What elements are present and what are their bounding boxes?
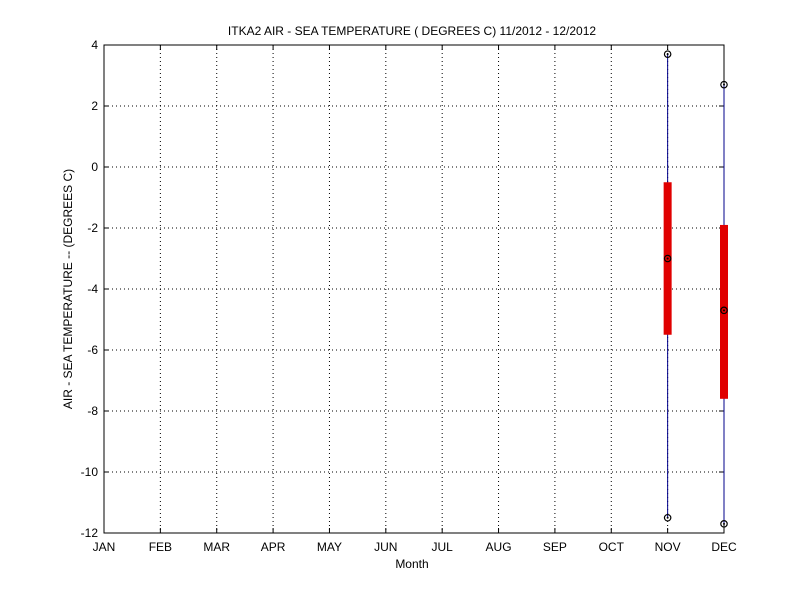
y-tick-label: -12 [81,526,99,540]
y-axis-label: AIR - SEA TEMPERATURE -- (DEGREES C) [61,169,75,409]
chart-title: ITKA2 AIR - SEA TEMPERATURE ( DEGREES C)… [228,24,596,38]
y-tick-label: 4 [91,38,98,52]
y-tick-label: 0 [91,160,98,174]
max-marker-dot-dec [723,83,725,86]
x-tick-label: APR [261,540,286,554]
x-tick-label: FEB [149,540,172,554]
box-series [663,50,728,528]
x-tick-label: JAN [93,540,116,554]
x-tick-label: JUL [432,540,454,554]
y-tick-label: -2 [87,221,98,235]
x-tick-label: NOV [655,540,681,554]
box-dec [720,224,728,399]
median-marker-dot-nov [666,257,669,260]
x-tick-label: SEP [543,540,567,554]
grid [104,45,724,533]
x-tick-label: DEC [711,540,737,554]
y-tick-label: -8 [87,404,98,418]
median-marker-nov [663,254,672,263]
x-tick-label: OCT [599,540,625,554]
x-tick-label: MAR [203,540,230,554]
min-marker-dot-dec [723,522,725,525]
x-axis-label: Month [395,557,428,571]
max-marker-dot-nov [666,53,669,56]
min-marker-nov [663,513,672,522]
min-marker-dec [720,520,728,528]
y-tick-label: -6 [87,343,98,357]
x-tick-label: JUN [374,540,397,554]
y-tick-label: 2 [91,99,98,113]
median-marker-dec [720,306,728,315]
median-marker-dot-dec [723,309,725,312]
x-axis: JAN FEB MAR APR MAY JUN JUL AUG SEP OCT NOV DEC [93,45,737,554]
min-marker-dot-nov [666,516,669,519]
max-marker-nov [663,50,672,58]
x-tick-label: MAY [317,540,342,554]
y-tick-label: -10 [81,465,99,479]
y-axis: 4 2 0 -2 -4 -6 -8 -10 -12 [81,38,724,540]
y-tick-label: -4 [87,282,98,296]
max-marker-dec [720,80,728,89]
x-tick-label: AUG [486,540,512,554]
